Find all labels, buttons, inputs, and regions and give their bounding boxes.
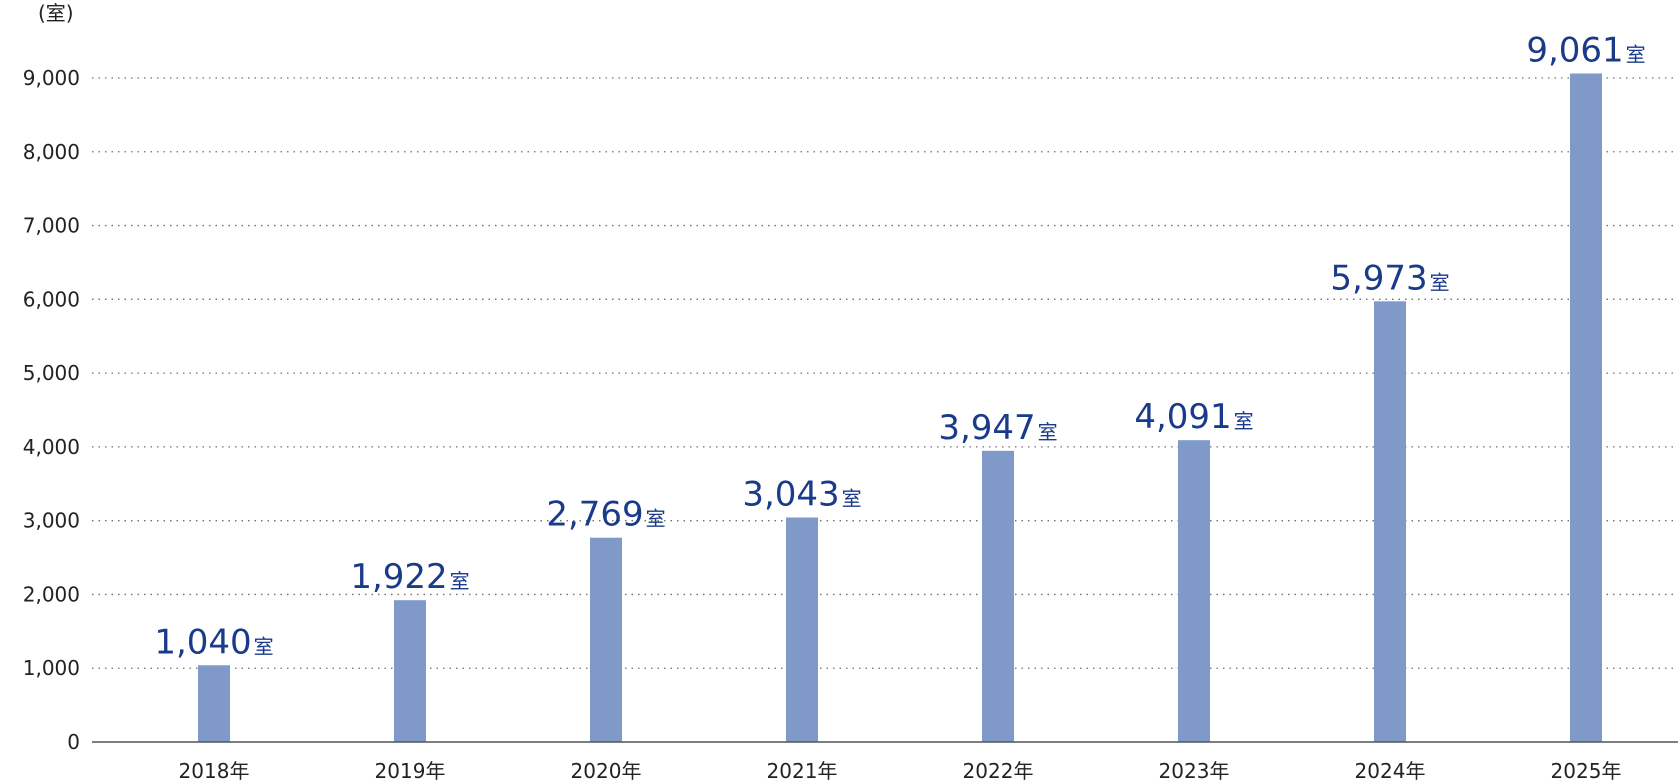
data-label-unit: 室 (1430, 270, 1450, 294)
bar (982, 450, 1014, 742)
bar (786, 517, 818, 742)
data-label: 5,973 室 (1330, 258, 1449, 298)
bar (1178, 440, 1210, 742)
data-label-value: 3,043 (742, 474, 839, 514)
data-label: 3,947 室 (938, 408, 1057, 448)
data-label-value: 5,973 (1330, 258, 1427, 298)
y-axis-ticks: 0 1,000 2,000 3,000 4,000 5,000 6,000 7,000 8,00… (23, 66, 80, 754)
x-tick-label: 2024年 (1355, 759, 1426, 781)
data-label: 1,922 室 (350, 557, 469, 597)
x-tick-label: 2018年 (179, 759, 250, 781)
data-label-unit: 室 (842, 486, 862, 510)
data-label-unit: 室 (1626, 42, 1646, 66)
data-label-value: 3,947 (938, 408, 1035, 448)
bar (590, 537, 622, 742)
x-tick-label: 2025年 (1551, 759, 1622, 781)
y-axis-unit-label: (室) (38, 1, 74, 25)
data-label: 1,040 室 (154, 622, 273, 662)
data-label-value: 4,091 (1134, 397, 1231, 437)
y-tick-label: 4,000 (23, 435, 80, 459)
x-tick-label: 2020年 (571, 759, 642, 781)
bars (198, 73, 1602, 742)
data-label-value: 1,922 (350, 557, 447, 597)
data-label-unit: 室 (450, 569, 470, 593)
x-tick-label: 2019年 (375, 759, 446, 781)
y-tick-label: 5,000 (23, 361, 80, 385)
data-label-unit: 室 (1038, 420, 1058, 444)
y-tick-label: 0 (67, 730, 80, 754)
y-tick-label: 7,000 (23, 214, 80, 238)
x-axis-ticks: 2018年 2019年 2020年 2021年 2022年 2023年 2024年 2025年 (179, 759, 1622, 781)
y-tick-label: 3,000 (23, 509, 80, 533)
data-label-unit: 室 (254, 634, 274, 658)
bar (1374, 301, 1406, 742)
data-label-unit: 室 (1234, 409, 1254, 433)
x-tick-label: 2022年 (963, 759, 1034, 781)
data-label-value: 1,040 (154, 622, 251, 662)
gridlines (92, 77, 1678, 669)
data-label: 3,043 室 (742, 474, 861, 514)
data-label: 9,061 室 (1526, 30, 1645, 70)
data-label-value: 2,769 (546, 495, 643, 535)
y-tick-label: 8,000 (23, 140, 80, 164)
y-tick-label: 2,000 (23, 582, 80, 606)
x-tick-label: 2021年 (767, 759, 838, 781)
y-tick-label: 1,000 (23, 656, 80, 680)
data-label-unit: 室 (646, 507, 666, 531)
data-label-value: 9,061 (1526, 30, 1623, 70)
y-tick-label: 9,000 (23, 66, 80, 90)
data-label: 4,091 室 (1134, 397, 1253, 437)
bar (1570, 73, 1602, 742)
bar (394, 600, 426, 742)
data-labels: 1,040 室1,922 室2,769 室3,043 室3,947 室 4,091 室5,97… (154, 30, 1645, 662)
bar (198, 665, 230, 742)
x-tick-label: 2023年 (1159, 759, 1230, 781)
y-tick-label: 6,000 (23, 287, 80, 311)
data-label: 2,769 室 (546, 495, 665, 535)
